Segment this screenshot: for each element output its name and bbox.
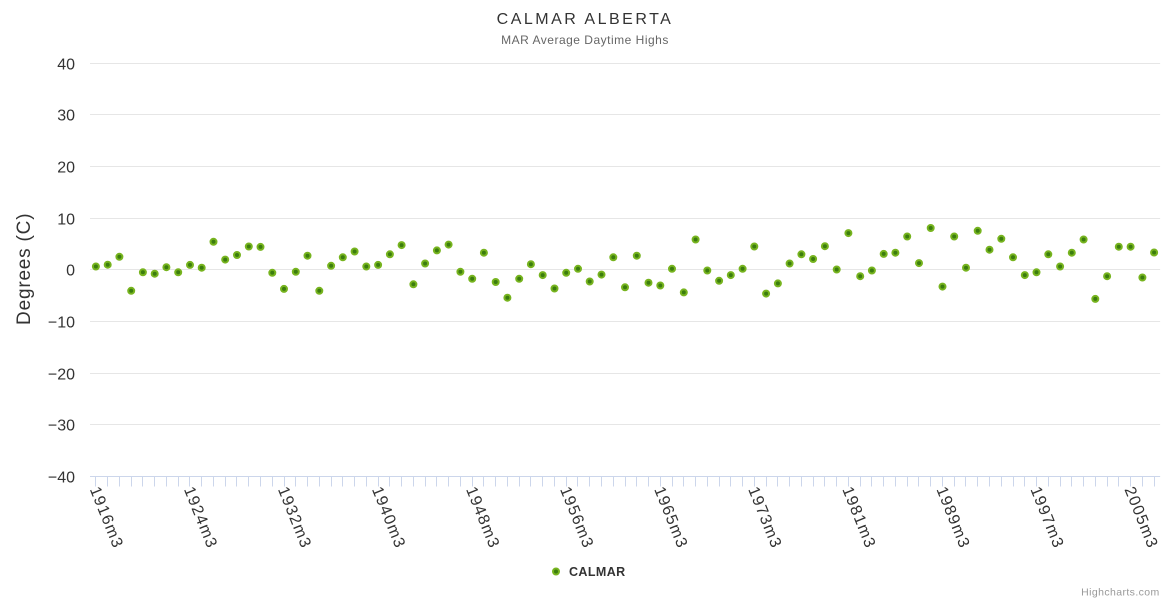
svg-text:MAR Average Daytime Highs: MAR Average Daytime Highs bbox=[501, 33, 669, 47]
svg-text:0: 0 bbox=[66, 262, 75, 279]
svg-text:20: 20 bbox=[57, 159, 75, 176]
svg-text:40: 40 bbox=[57, 56, 75, 73]
svg-text:10: 10 bbox=[57, 211, 75, 228]
svg-text:−20: −20 bbox=[48, 366, 75, 383]
svg-text:CALMAR ALBERTA: CALMAR ALBERTA bbox=[497, 11, 674, 28]
svg-text:−40: −40 bbox=[48, 469, 75, 486]
svg-text:Degrees (C): Degrees (C) bbox=[14, 213, 35, 325]
svg-text:−10: −10 bbox=[48, 314, 75, 331]
svg-text:30: 30 bbox=[57, 107, 75, 124]
svg-text:Highcharts.com: Highcharts.com bbox=[1081, 586, 1160, 598]
svg-text:−30: −30 bbox=[48, 417, 75, 434]
svg-text:CALMAR: CALMAR bbox=[569, 565, 626, 579]
